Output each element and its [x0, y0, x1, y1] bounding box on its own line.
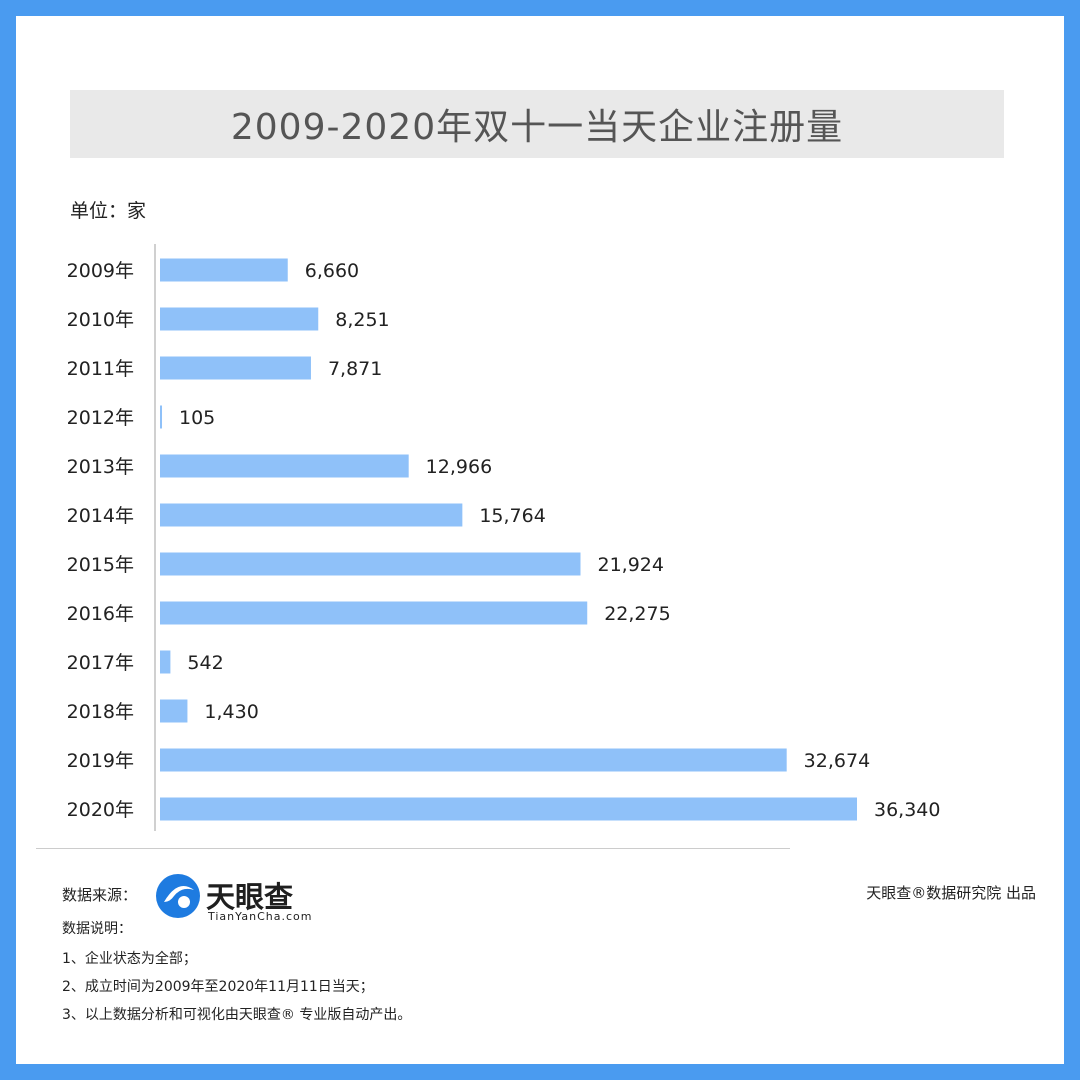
bar [160, 356, 311, 380]
unit-label: 单位：家 [70, 200, 147, 222]
title-bar: 2009-2020年双十一当天企业注册量 [70, 90, 1004, 158]
chart-card: 2009-2020年双十一当天企业注册量 单位：家 2009年 6,660 2010… [16, 16, 1064, 1064]
note-1: 1、企业状态为全部； [62, 951, 197, 967]
value-label: 21,924 [598, 554, 664, 576]
value-label: 8,251 [335, 309, 389, 331]
category-label: 2013年 [67, 456, 134, 478]
notes-title: 数据说明： [62, 921, 132, 937]
bar [160, 454, 409, 478]
publisher-credit: 天眼查®数据研究院 出品 [866, 884, 1036, 902]
value-label: 542 [187, 652, 223, 674]
logo-name: 天眼查 [206, 880, 294, 914]
category-label: 2019年 [67, 750, 134, 772]
logo-subtitle: TianYanCha.com [208, 910, 313, 923]
bar [160, 797, 857, 821]
source-label: 数据来源： [62, 886, 138, 904]
bar [160, 405, 163, 429]
bar [160, 699, 188, 723]
value-label: 36,340 [874, 799, 940, 821]
eye-logo-icon [156, 874, 200, 918]
value-label: 22,275 [604, 603, 670, 625]
category-label: 2012年 [67, 407, 134, 429]
bar [160, 748, 787, 772]
note-2: 2、成立时间为2009年至2020年11月11日当天； [62, 979, 374, 995]
value-label: 105 [179, 407, 215, 429]
bar [160, 307, 319, 331]
category-label: 2020年 [67, 799, 134, 821]
category-label: 2015年 [67, 554, 134, 576]
value-label: 7,871 [328, 358, 382, 380]
footer-divider [36, 848, 790, 849]
tianyancha-logo: 天眼查 TianYanCha.com [154, 872, 344, 928]
category-label: 2016年 [67, 603, 134, 625]
category-label: 2018年 [67, 701, 134, 723]
value-label: 12,966 [426, 456, 492, 478]
category-label: 2017年 [67, 652, 134, 674]
bar-chart: 2009年 6,660 2010年 8,251 2011年 7,871 2012年 105 20… [67, 244, 940, 831]
category-label: 2014年 [67, 505, 134, 527]
category-label: 2009年 [67, 260, 134, 282]
bar [160, 552, 581, 576]
value-label: 32,674 [804, 750, 870, 772]
value-label: 15,764 [479, 505, 545, 527]
chart-title: 2009-2020年双十一当天企业注册量 [230, 107, 844, 148]
value-label: 1,430 [204, 701, 258, 723]
bar [160, 650, 171, 674]
bar [160, 503, 463, 527]
category-label: 2011年 [67, 358, 134, 380]
value-label: 6,660 [305, 260, 359, 282]
bar [160, 601, 588, 625]
category-label: 2010年 [67, 309, 134, 331]
bar [160, 258, 288, 282]
note-3: 3、以上数据分析和可视化由天眼查® 专业版自动产出。 [62, 1007, 412, 1023]
